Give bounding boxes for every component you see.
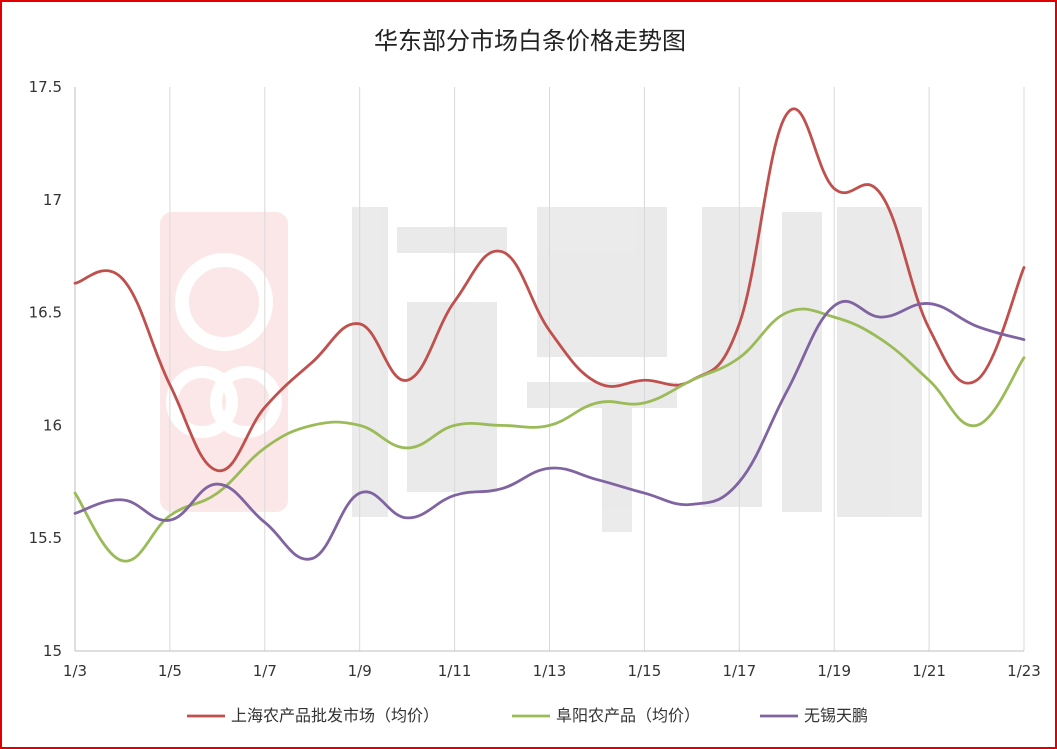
x-tick-label: 1/5	[158, 662, 182, 680]
legend: 上海农产品批发市场（均价） 阜阳农产品（均价） 无锡天鹏	[187, 706, 868, 725]
chart-title: 华东部分市场白条价格走势图	[374, 27, 686, 55]
y-tick-label: 16	[43, 416, 62, 434]
watermark-strokes	[352, 207, 922, 532]
x-tick-label: 1/23	[1007, 662, 1041, 680]
series-line-1	[73, 107, 1026, 472]
y-tick-label: 16.5	[29, 304, 62, 322]
series-lines	[73, 107, 1026, 563]
y-tick-labels: 15 15.5 16 16.5 17 17.5	[29, 78, 62, 660]
watermark-logo	[160, 212, 288, 512]
legend-label: 阜阳农产品（均价）	[556, 706, 700, 725]
legend-label: 无锡天鹏	[804, 706, 868, 725]
y-tick-label: 17.5	[29, 78, 62, 96]
series-line-3	[73, 299, 1026, 561]
y-tick-label: 17	[43, 191, 62, 209]
y-tick-label: 15	[43, 642, 62, 660]
x-tick-label: 1/21	[912, 662, 946, 680]
x-tick-labels: 1/3 1/5 1/7 1/9 1/11 1/13 1/15 1/17 1/19 1/21 1/23	[63, 662, 1041, 680]
x-tick-label: 1/9	[348, 662, 372, 680]
y-tick-label: 15.5	[29, 529, 62, 547]
axes	[74, 87, 1024, 652]
x-tick-label: 1/17	[722, 662, 756, 680]
x-tick-label: 1/3	[63, 662, 87, 680]
x-tick-label: 1/13	[533, 662, 567, 680]
series-line-2	[73, 307, 1026, 563]
x-tick-label: 1/11	[438, 662, 472, 680]
x-tick-label: 1/15	[628, 662, 662, 680]
legend-label: 上海农产品批发市场（均价）	[231, 706, 439, 725]
x-tick-label: 1/19	[817, 662, 851, 680]
x-tick-label: 1/7	[253, 662, 277, 680]
